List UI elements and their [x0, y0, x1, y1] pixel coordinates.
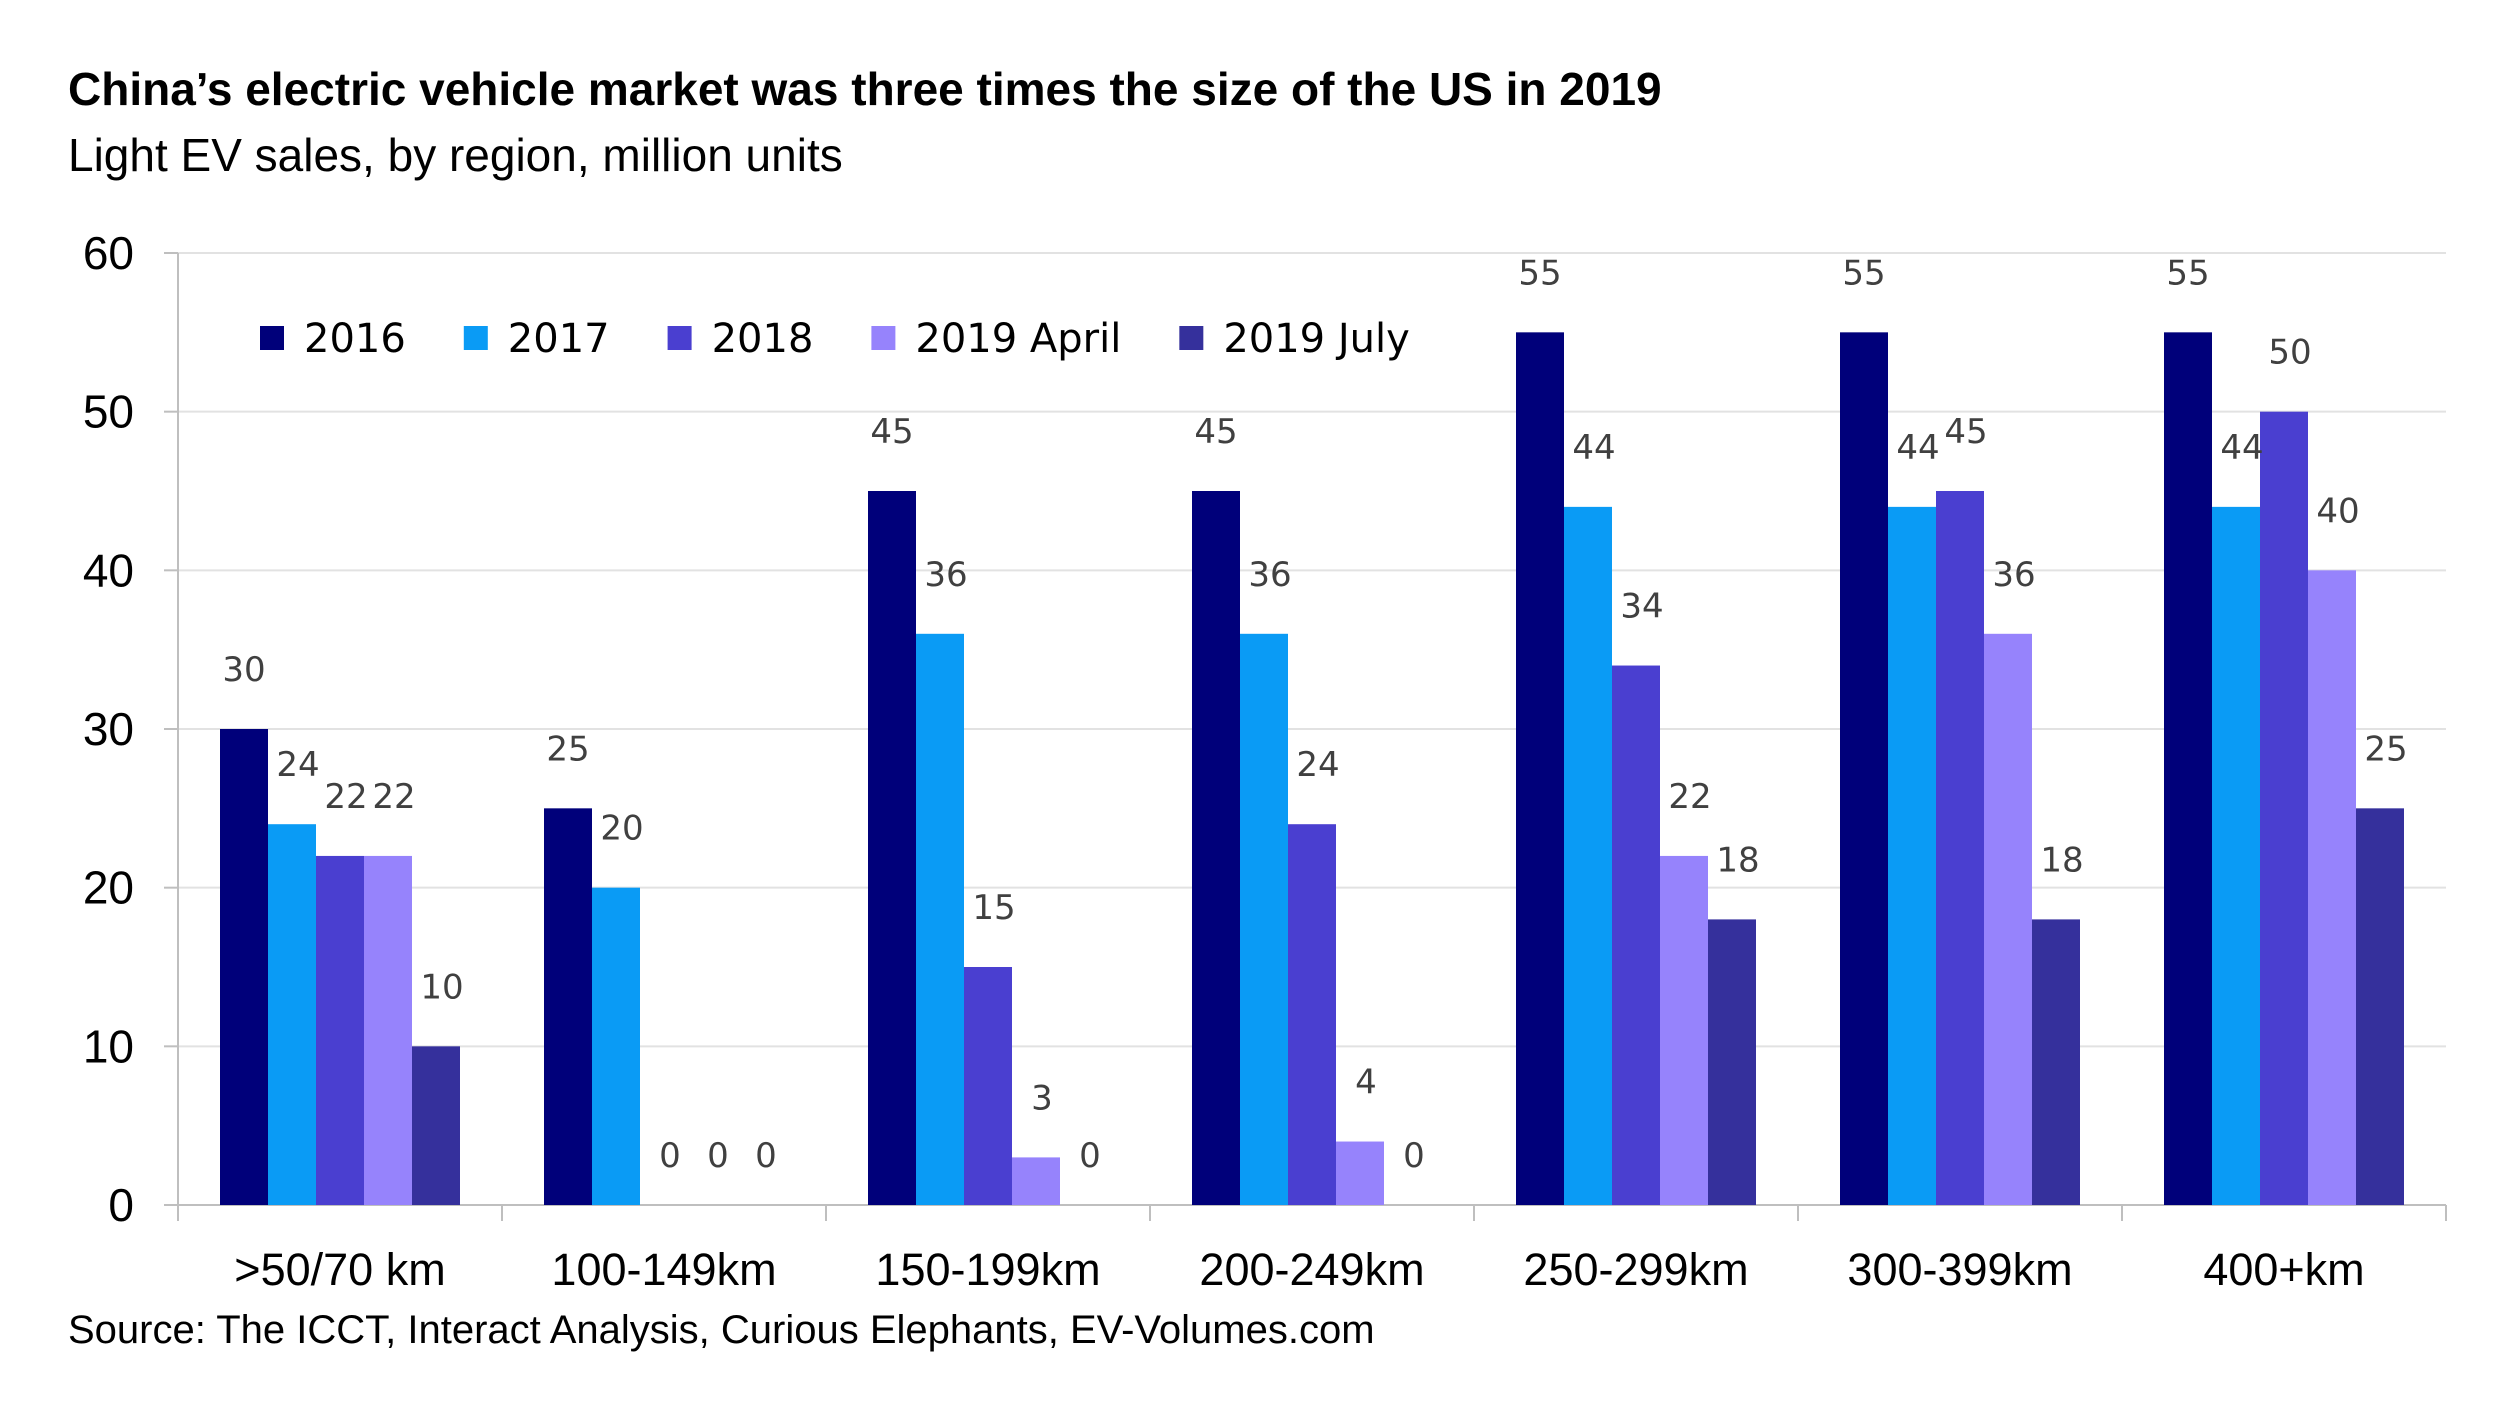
data-label: 45: [1194, 412, 1237, 452]
legend-label: 2018: [712, 316, 814, 362]
data-label: 15: [972, 888, 1015, 928]
data-label: 55: [1518, 253, 1561, 293]
legend: 2016 2017 2018 2019 April 2019 July: [260, 316, 1410, 362]
bar: [2260, 411, 2308, 1206]
bar: [1984, 633, 2032, 1205]
x-tick-label: 100-149km: [551, 1244, 776, 1295]
legend-label: 2017: [508, 316, 610, 362]
bar: [1612, 665, 1660, 1205]
data-label: 25: [2364, 729, 2407, 769]
legend-swatch: [871, 326, 896, 350]
bar: [1708, 919, 1756, 1205]
y-tick-label: 10: [83, 1020, 134, 1072]
x-tick-label: 250-299km: [1523, 1244, 1748, 1295]
bar: [544, 808, 592, 1205]
bar: [2164, 332, 2212, 1205]
bar: [412, 1046, 460, 1205]
bar: [1336, 1141, 1384, 1205]
data-label: 3: [1031, 1078, 1053, 1118]
bar: [964, 967, 1012, 1205]
data-label: 36: [1992, 555, 2035, 595]
source-note: Source: The ICCT, Interact Analysis, Cur…: [68, 1308, 1375, 1352]
y-tick-label: 40: [83, 544, 134, 596]
bar: [1192, 491, 1240, 1205]
data-label: 24: [276, 745, 319, 785]
data-label: 25: [546, 729, 589, 769]
chart-subtitle: Light EV sales, by region, million units: [68, 129, 843, 181]
data-label: 44: [2220, 428, 2263, 468]
y-tick-label: 30: [83, 703, 134, 755]
x-tick-label: 300-399km: [1847, 1244, 2072, 1295]
data-label: 24: [1296, 745, 1339, 785]
data-label: 55: [2166, 253, 2209, 293]
x-tick-label: 150-199km: [875, 1244, 1100, 1295]
bar: [1240, 633, 1288, 1205]
legend-swatch: [667, 326, 692, 350]
data-label: 55: [1842, 253, 1885, 293]
bar: [1564, 506, 1612, 1205]
data-label: 30: [222, 650, 265, 690]
bar: [268, 824, 316, 1205]
bar: [2212, 506, 2260, 1205]
bar: [916, 633, 964, 1205]
bar: [592, 887, 640, 1205]
legend-swatch: [260, 326, 284, 350]
bar: [2356, 808, 2404, 1205]
bar: [2308, 570, 2356, 1205]
bar: [364, 855, 412, 1205]
data-label: 18: [2040, 840, 2083, 880]
data-label: 22: [324, 777, 367, 817]
legend-label: 2019 July: [1223, 316, 1409, 362]
data-label: 22: [1668, 777, 1711, 817]
data-label: 40: [2316, 491, 2359, 531]
data-label: 10: [420, 967, 463, 1007]
bar: [1840, 332, 1888, 1205]
x-tick-label: 200-249km: [1199, 1244, 1424, 1295]
legend-swatch: [463, 326, 488, 350]
bar: [868, 491, 916, 1205]
x-tick-label: >50/70 km: [234, 1244, 445, 1295]
y-tick-label: 50: [83, 386, 134, 438]
data-label: 34: [1620, 587, 1663, 627]
data-label: 45: [870, 412, 913, 452]
bars: [220, 332, 2404, 1206]
chart-title: China’s electric vehicle market was thre…: [68, 63, 1662, 115]
y-tick-label: 0: [108, 1179, 134, 1231]
data-label: 0: [707, 1136, 729, 1176]
data-label: 0: [1079, 1136, 1101, 1176]
y-tick-label: 60: [83, 227, 134, 279]
data-label: 44: [1572, 428, 1615, 468]
data-label: 18: [1716, 840, 1759, 880]
data-label: 0: [755, 1136, 777, 1176]
x-tick-label: 400+km: [2203, 1244, 2364, 1295]
data-label: 44: [1896, 428, 1939, 468]
bar: [1888, 506, 1936, 1205]
bar: [1660, 855, 1708, 1205]
data-label: 0: [659, 1136, 681, 1176]
data-label: 0: [1403, 1136, 1425, 1176]
bar: [1012, 1157, 1060, 1205]
data-label: 4: [1355, 1063, 1377, 1103]
y-tick-label: 20: [83, 862, 134, 914]
data-label: 50: [2268, 333, 2311, 373]
bar: [1516, 332, 1564, 1205]
data-label: 20: [600, 809, 643, 849]
legend-label: 2019 April: [915, 316, 1121, 362]
data-label: 36: [924, 555, 967, 595]
bar: [2032, 919, 2080, 1205]
data-label: 22: [372, 777, 415, 817]
legend-label: 2016: [304, 316, 406, 362]
bar: [220, 729, 268, 1205]
bar: [316, 855, 364, 1205]
legend-swatch: [1179, 326, 1204, 350]
bar: [1288, 824, 1336, 1205]
data-label: 36: [1248, 555, 1291, 595]
bar: [1936, 491, 1984, 1205]
data-label: 45: [1944, 412, 1987, 452]
